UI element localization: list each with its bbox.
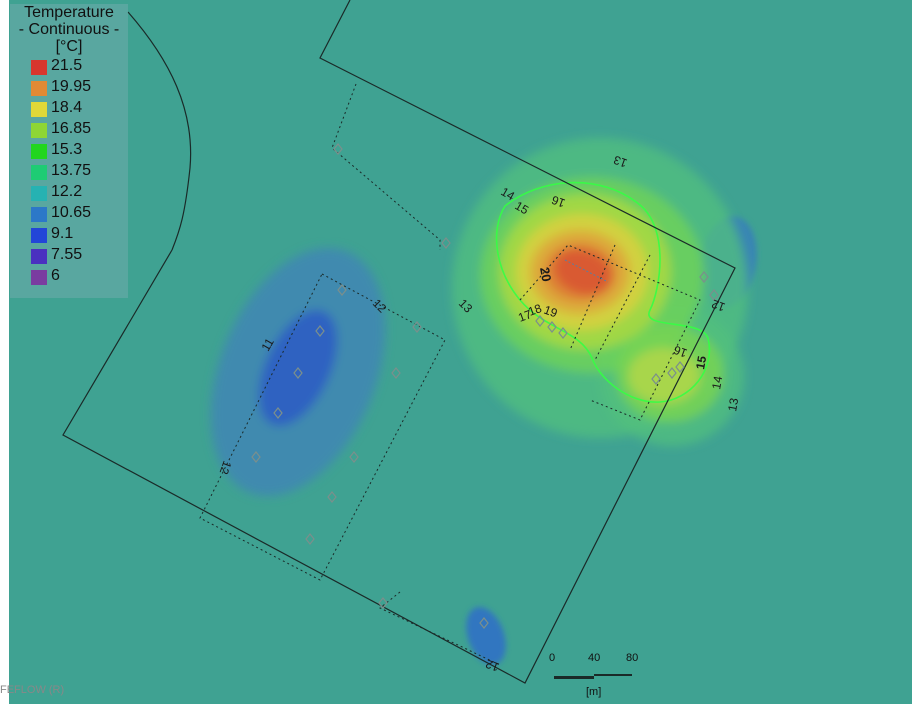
sub-area-outlines — [199, 83, 701, 666]
legend-swatch — [31, 144, 47, 159]
legend-value: 15.3 — [51, 141, 83, 158]
contour-label: 16 — [549, 193, 567, 211]
legend-item: 9.1 — [10, 224, 128, 245]
contour-label: 16 — [671, 343, 689, 361]
contour-label: 13 — [725, 397, 741, 413]
domain-boundary — [62, 0, 736, 684]
legend-item: 16.85 — [10, 119, 128, 140]
scale-unit: [m] — [586, 686, 602, 698]
legend-value: 7.55 — [51, 246, 83, 263]
legend: Temperature - Continuous - [°C] 21.5 19.9… — [10, 4, 128, 298]
legend-title: Temperature — [24, 4, 114, 21]
contour-label: 14 — [499, 184, 518, 203]
software-watermark: FEFLOW (R) — [0, 684, 65, 696]
legend-value: 10.65 — [51, 204, 92, 221]
legend-value: 16.85 — [51, 120, 92, 137]
legend-item: 15.3 — [10, 140, 128, 161]
contour-label: 12 — [709, 297, 727, 315]
legend-unit: [°C] — [55, 38, 83, 55]
legend-item: 18.4 — [10, 98, 128, 119]
legend-value: 21.5 — [51, 57, 83, 74]
injection-well-line — [564, 259, 609, 283]
legend-items: 21.5 19.95 18.4 16.85 15.3 13.75 12.2 10.65 9.1 7… — [10, 56, 128, 287]
cold-plume-south — [466, 607, 506, 665]
warm-plume — [452, 138, 748, 446]
scale-tick-40: 40 — [588, 652, 601, 664]
contour-label: 12 — [483, 657, 501, 675]
contour-label: 15 — [693, 355, 709, 371]
contour-label: 18 — [526, 301, 544, 319]
legend-value: 12.2 — [51, 183, 83, 200]
contour-label: 15 — [513, 198, 532, 217]
legend-swatch — [31, 81, 47, 96]
contour-label: 13 — [611, 153, 629, 171]
legend-swatch — [31, 60, 47, 75]
legend-swatch — [31, 186, 47, 201]
cold-plume-west — [210, 247, 386, 497]
legend-subtitle: - Continuous - — [18, 21, 120, 38]
scale-bar-segment-2 — [594, 674, 632, 676]
legend-swatch — [31, 165, 47, 180]
legend-value: 6 — [51, 267, 60, 284]
contour-label: 14 — [709, 375, 725, 391]
legend-swatch — [31, 270, 47, 285]
contour-label: 17 — [516, 307, 534, 325]
contour-label: 12 — [217, 459, 235, 477]
scale-bar-segment-1 — [554, 676, 594, 679]
legend-swatch — [31, 207, 47, 222]
legend-item: 21.5 — [10, 56, 128, 77]
legend-item: 10.65 — [10, 203, 128, 224]
legend-item: 7.55 — [10, 245, 128, 266]
legend-item: 13.75 — [10, 161, 128, 182]
contour-labels: 13 14 16 15 20 19 18 17 13 12 11 12 16 1… — [217, 153, 742, 675]
legend-value: 19.95 — [51, 78, 92, 95]
map-background — [9, 0, 922, 704]
contour-label: 20 — [537, 266, 554, 283]
legend-swatch — [31, 123, 47, 138]
well-markers — [251, 143, 719, 629]
scale-bar: 0 40 80 [m] — [548, 652, 648, 702]
scale-tick-0: 0 — [549, 652, 556, 664]
scale-tick-80: 80 — [626, 652, 639, 664]
legend-value: 9.1 — [51, 225, 74, 242]
legend-swatch — [31, 249, 47, 264]
contour-label: 19 — [542, 303, 560, 321]
legend-swatch — [31, 102, 47, 117]
legend-item: 19.95 — [10, 77, 128, 98]
legend-value: 13.75 — [51, 162, 92, 179]
legend-item: 6 — [10, 266, 128, 287]
legend-value: 18.4 — [51, 99, 83, 116]
legend-item: 12.2 — [10, 182, 128, 203]
legend-swatch — [31, 228, 47, 243]
